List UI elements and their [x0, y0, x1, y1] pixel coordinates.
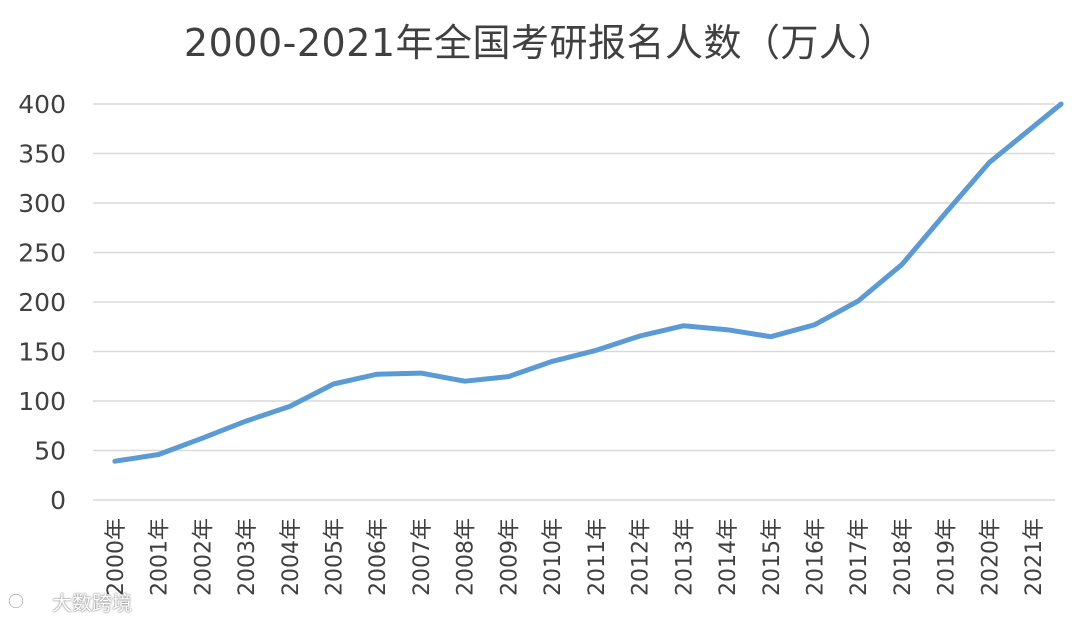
x-tick-label: 2000年 [104, 518, 129, 596]
y-tick-label: 200 [18, 288, 66, 317]
x-tick-label: 2017年 [847, 518, 872, 596]
x-tick-label: 2009年 [497, 518, 522, 596]
x-tick-label: 2020年 [978, 518, 1003, 596]
y-tick-label: 0 [50, 486, 66, 515]
series-line [112, 101, 1064, 464]
watermark-text: 大数跨境 [52, 590, 132, 615]
x-tick-label: 2015年 [760, 518, 785, 596]
grid [93, 103, 1055, 501]
x-tick-label: 2014年 [716, 518, 741, 596]
y-axis-ticks: 0 50 100 150 200 250 300 350 400 [18, 90, 66, 515]
x-tick-label: 2012年 [629, 518, 654, 596]
series [112, 101, 1064, 464]
x-tick-label: 2013年 [672, 518, 697, 596]
x-tick-label: 2008年 [454, 518, 479, 596]
y-tick-label: 150 [18, 338, 66, 367]
y-tick-label: 300 [18, 189, 66, 218]
x-tick-label: 2006年 [366, 518, 391, 596]
x-tick-label: 2011年 [585, 518, 610, 596]
y-tick-label: 100 [18, 387, 66, 416]
x-tick-label: 2001年 [148, 518, 173, 596]
y-tick-label: 50 [34, 437, 66, 466]
watermark-logo-icon [8, 593, 46, 609]
x-tick-label: 2019年 [935, 518, 960, 596]
x-axis-ticks: 2000年 2001年 2002年 2003年 2004年 2005年 2006年 2007年… [104, 518, 1047, 596]
x-tick-label: 2007年 [410, 518, 435, 596]
x-tick-label: 2010年 [541, 518, 566, 596]
x-tick-label: 2021年 [1022, 518, 1047, 596]
x-tick-label: 2016年 [804, 518, 829, 596]
x-tick-label: 2002年 [191, 518, 216, 596]
y-tick-label: 400 [18, 90, 66, 119]
y-tick-label: 350 [18, 140, 66, 169]
chart-title: 2000-2021年全国考研报名人数（万人） [183, 21, 897, 65]
x-tick-label: 2018年 [891, 518, 916, 596]
x-tick-label: 2005年 [323, 518, 348, 596]
watermark: 大数跨境 [8, 587, 132, 615]
x-tick-label: 2003年 [235, 518, 260, 596]
y-tick-label: 250 [18, 239, 66, 268]
x-tick-label: 2004年 [279, 518, 304, 596]
